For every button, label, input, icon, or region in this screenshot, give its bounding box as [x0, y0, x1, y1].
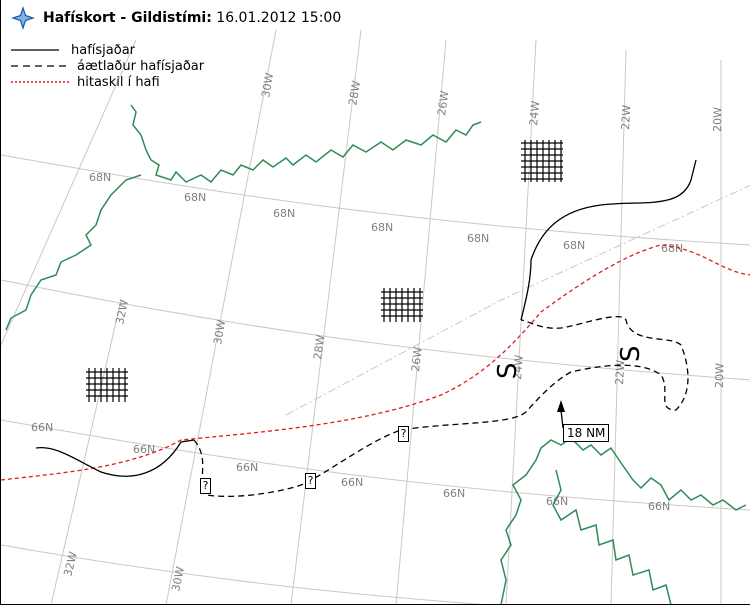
- legend-item: hitaskil í hafi: [11, 74, 204, 90]
- longitude-line: [505, 39, 537, 604]
- unknown-marker: ?: [200, 478, 211, 494]
- lon-label: 20W: [711, 107, 724, 132]
- longitude-line: [165, 29, 277, 604]
- distance-label: 18 NM: [563, 424, 610, 442]
- map-header: Hafískort - Gildistími: 16.01.2012 15:00: [9, 4, 341, 32]
- ice-hatch-a: [521, 140, 563, 182]
- lon-label: 20W: [713, 363, 726, 388]
- lat-label: 68N: [89, 171, 111, 184]
- lon-label: 32W: [113, 298, 131, 325]
- lat-label: 68N: [371, 221, 393, 234]
- lon-label: 30W: [169, 565, 187, 592]
- arrow-icon: [557, 400, 565, 429]
- legend-label: hafísjaðar: [71, 42, 136, 58]
- lat-label: 66N: [31, 421, 53, 434]
- grid-labels: 68N 68N 68N 68N 68N 68N 68N 66N 66N 66N …: [31, 72, 726, 593]
- lat-label: 68N: [184, 191, 206, 204]
- lat-label: 66N: [648, 500, 670, 513]
- unknown-marker: ?: [305, 473, 316, 489]
- ice-symbol-s: S: [493, 362, 523, 379]
- longitude-line: [610, 49, 627, 604]
- map-title: Hafískort - Gildistími: 16.01.2012 15:00: [43, 10, 341, 26]
- latitude-line: [1, 279, 750, 381]
- ice-hatch-c: [86, 368, 128, 402]
- legend-label: áætlaður hafísjaðar: [77, 58, 205, 74]
- lon-label: 24W: [527, 100, 542, 126]
- lon-label: 30W: [211, 319, 228, 346]
- lat-label: 68N: [273, 207, 295, 220]
- lat-label: 66N: [133, 443, 155, 456]
- map-legend: hafísjaðar áætlaður hafísjaðar hitaskil …: [11, 42, 204, 90]
- ice-hatch-b: [381, 288, 423, 322]
- lon-label: 30W: [259, 72, 276, 99]
- legend-item: áætlaður hafísjaðar: [11, 58, 204, 74]
- lon-label: 28W: [311, 334, 327, 361]
- lon-label: 28W: [346, 80, 363, 107]
- lon-label: 22W: [613, 360, 627, 386]
- valid-time: 16.01.2012 15:00: [216, 10, 342, 26]
- vedurstofa-logo-icon: [11, 6, 35, 30]
- ice-edge-line: [35, 159, 697, 477]
- longitude-line: [395, 39, 447, 604]
- latitude-line: [1, 154, 750, 246]
- ice-symbol-s: S: [616, 345, 646, 362]
- lat-label: 68N: [467, 232, 489, 245]
- legend-label: hitaskil í hafi: [77, 74, 160, 90]
- lat-label: 66N: [236, 461, 258, 474]
- longitude-line: [1, 39, 137, 346]
- latitude-line: [1, 419, 750, 511]
- title-label: Hafískort - Gildistími:: [43, 10, 212, 26]
- longitude-line: [50, 299, 122, 604]
- latitude-line: [1, 544, 482, 604]
- lon-label: 26W: [409, 346, 425, 372]
- lat-label: 66N: [341, 476, 363, 489]
- graticule: [1, 29, 750, 604]
- thermal-front-line: [1, 244, 750, 481]
- unknown-marker: ?: [398, 426, 409, 442]
- greenland-coastline: [5, 104, 482, 331]
- lat-label: 66N: [546, 495, 568, 508]
- longitude-line: [290, 29, 362, 604]
- lat-label: 68N: [563, 239, 585, 252]
- lon-label: 32W: [61, 550, 80, 577]
- estimated-ice-edge-line: [193, 315, 689, 497]
- legend-item: hafísjaðar: [11, 42, 204, 58]
- boundary-line: [285, 184, 750, 416]
- iceland-coastline: [500, 437, 747, 604]
- lon-label: 26W: [435, 90, 451, 117]
- lat-label: 66N: [443, 487, 465, 500]
- lon-label: 22W: [619, 105, 633, 131]
- lon-label: 24W: [511, 354, 526, 380]
